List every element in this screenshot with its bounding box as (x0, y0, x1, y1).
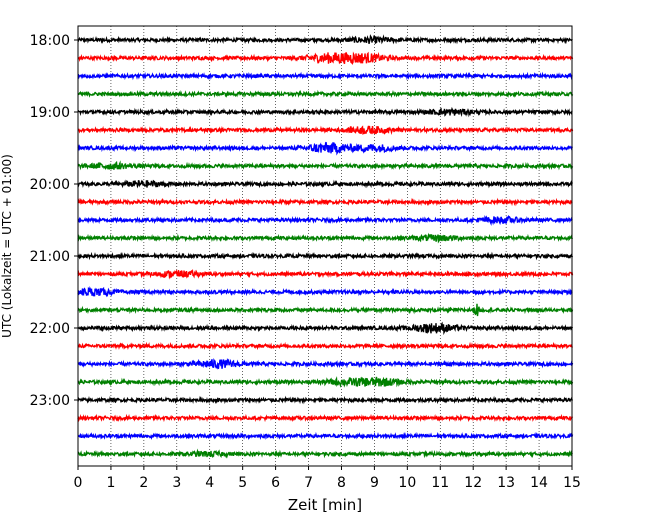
x-tick-label: 8 (337, 475, 346, 491)
seismic-trace (77, 179, 574, 189)
y-tick-label: 21:00 (30, 249, 70, 265)
y-axis-ticks: 18:00 19:00 20:00 21:00 22:00 23:00 (30, 33, 78, 409)
y-tick-label: 23:00 (30, 393, 70, 409)
seismic-trace (77, 160, 574, 171)
y-axis-label: UTC (Lokalzeit = UTC + 01:00) (0, 154, 14, 338)
x-axis-label: Zeit [min] (288, 496, 362, 514)
seismic-trace (77, 413, 574, 423)
x-tick-label: 9 (370, 475, 379, 491)
x-tick-label: 15 (563, 475, 581, 491)
seismic-trace (77, 448, 573, 459)
seismic-trace (77, 141, 574, 156)
seismic-trace (77, 321, 574, 336)
x-tick-label: 4 (205, 475, 214, 491)
x-tick-label: 3 (172, 475, 181, 491)
seismic-trace (77, 251, 574, 261)
x-tick-label: 10 (398, 475, 416, 491)
seismic-trace (77, 71, 573, 81)
seismic-trace (77, 125, 574, 135)
seismic-trace (77, 89, 574, 99)
y-tick-label: 20:00 (30, 177, 70, 193)
x-tick-label: 6 (271, 475, 280, 491)
x-tick-label: 0 (74, 475, 83, 491)
seismic-trace (77, 34, 573, 45)
seismic-trace (77, 197, 573, 207)
vertical-grid (110, 26, 540, 466)
x-tick-label: 13 (497, 475, 515, 491)
x-tick-label: 2 (139, 475, 148, 491)
seismic-trace (77, 357, 574, 370)
x-tick-label: 5 (238, 475, 247, 491)
seismic-trace (77, 303, 574, 317)
y-tick-label: 19:00 (30, 105, 70, 121)
seismic-trace (77, 395, 574, 405)
seismic-trace (77, 106, 573, 118)
seismic-trace (77, 214, 573, 226)
seismic-trace (77, 268, 574, 280)
x-tick-label: 11 (431, 475, 449, 491)
x-tick-label: 1 (106, 475, 115, 491)
seismic-trace (77, 341, 574, 351)
trace-group (77, 34, 574, 459)
y-tick-label: 18:00 (30, 33, 70, 49)
seismic-trace (77, 286, 573, 298)
x-tick-label: 14 (530, 475, 548, 491)
seismic-trace (77, 376, 574, 388)
x-tick-label: 12 (464, 475, 482, 491)
plot-frame (77, 25, 573, 467)
seismic-trace (77, 232, 574, 244)
seismic-trace (77, 51, 574, 66)
x-axis-ticks: 0 1 2 3 4 5 6 7 8 9 10 11 12 13 14 15 (74, 466, 581, 491)
y-tick-label: 22:00 (30, 321, 70, 337)
seismic-trace (77, 431, 574, 441)
x-tick-label: 7 (304, 475, 313, 491)
